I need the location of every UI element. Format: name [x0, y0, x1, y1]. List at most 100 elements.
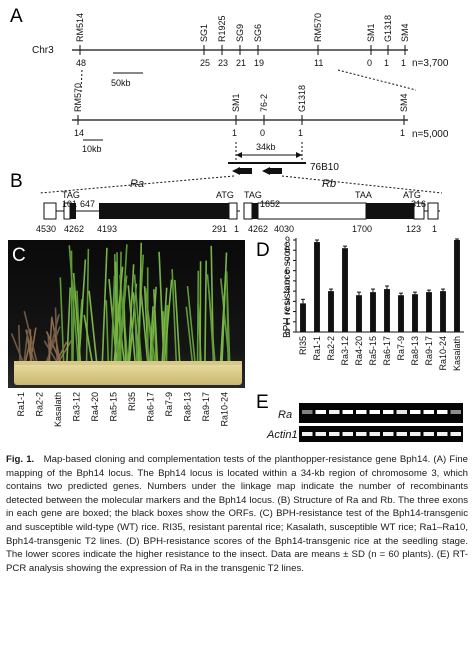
panel-letter-b: B	[10, 171, 23, 192]
gel-band-ra	[423, 410, 434, 414]
map1-marker: SG6	[253, 24, 263, 42]
region-34kb-label: 34kb	[256, 142, 276, 152]
map1-count: 0	[367, 58, 372, 68]
map1-count: 21	[236, 58, 246, 68]
map2-marker: SM4	[399, 93, 409, 112]
y-tick-label: 0	[285, 327, 290, 337]
photo-line-label: Ra8-13	[183, 392, 193, 422]
photo-line-label: Ra6-17	[146, 392, 156, 422]
map1-count: 1	[384, 58, 389, 68]
map1-marker: SM4	[400, 23, 410, 42]
gel-band-ra	[383, 410, 394, 414]
gel-band-actin	[369, 432, 380, 436]
bar	[314, 242, 320, 332]
rb-1700: 1700	[352, 224, 372, 234]
gel-band-ra	[315, 410, 326, 414]
rb-1: 1	[432, 224, 437, 234]
photo-line-label: Ra7-9	[164, 392, 174, 417]
gel-band-actin	[329, 432, 340, 436]
gel-band-actin	[423, 432, 434, 436]
photo-line-label: Ra3-12	[72, 392, 82, 422]
photo-line-label: Ra1-1	[16, 392, 26, 417]
map2-marker: G1318	[297, 85, 307, 112]
x-tick-label: Ra3-12	[340, 336, 350, 366]
gene-ra-arrow-icon	[232, 167, 240, 175]
plant-photo	[8, 240, 245, 388]
map2-count: 1	[298, 128, 303, 138]
gel-band-ra	[342, 410, 353, 414]
bar	[384, 289, 390, 332]
bar	[440, 291, 446, 332]
photo-line-label: Ra10-24	[220, 392, 230, 427]
x-tick-label: Ra7-9	[396, 336, 406, 361]
ra-291: 291	[212, 224, 227, 234]
rb-123: 123	[406, 224, 421, 234]
gel-row-actin-label: Actin1	[266, 429, 298, 441]
photo-line-label: Kasalath	[53, 392, 63, 427]
gel-band-actin	[450, 432, 461, 436]
map1-count: 11	[314, 58, 323, 68]
y-tick-label: 2	[285, 307, 290, 317]
rb-4030: 4030	[274, 224, 294, 234]
x-tick-label: Ra5-15	[368, 336, 378, 366]
x-tick-label: Ra2-2	[326, 336, 336, 361]
gel-band-actin	[383, 432, 394, 436]
x-tick-label: Ra4-20	[354, 336, 364, 366]
y-tick-label: 5	[285, 276, 290, 286]
gel-band-ra	[329, 410, 340, 414]
rb-1652: 1652	[260, 199, 280, 209]
map1-marker: G1318	[383, 15, 393, 42]
x-tick-label: Ra9-17	[424, 336, 434, 366]
map2-count: 1	[400, 128, 405, 138]
bar	[300, 303, 306, 332]
gel-band-actin	[315, 432, 326, 436]
gel-band-ra	[437, 410, 448, 414]
chromosome-label: Chr3	[32, 45, 54, 56]
map1-marker: SG9	[235, 24, 245, 42]
gel-band-actin	[356, 432, 367, 436]
gel-band-actin	[437, 432, 448, 436]
panel-letter-a: A	[10, 6, 23, 27]
gene-rb-structure: TAG 1652 TAA ATG 316 4262 4030 1700 123 …	[243, 190, 440, 234]
ra-4193: 4193	[97, 224, 117, 234]
gel-band-ra	[369, 410, 380, 414]
bar	[342, 248, 348, 332]
map1-count: 23	[218, 58, 228, 68]
gel-band-ra	[450, 410, 461, 414]
chart-d-ylabel: BPH resistance score	[282, 241, 293, 338]
ra-101: 101	[62, 199, 77, 209]
x-tick-label: RI35	[298, 336, 308, 355]
rb-4262: 4262	[248, 224, 268, 234]
map1-marker: SM1	[366, 23, 376, 42]
map1-marker: RM514	[75, 13, 85, 42]
gene-ra-structure: TAG 101 647 ATG 4530 4262 4193 291 1	[36, 190, 240, 234]
x-tick-label: Ra10-24	[438, 336, 448, 371]
bar	[398, 295, 404, 332]
map1-marker: RM570	[313, 13, 323, 42]
caption-text: Map-based cloning and complementation te…	[6, 454, 469, 574]
bar	[412, 294, 418, 332]
gene-ra-name: Ra	[130, 178, 144, 190]
bac-clone-label: 76B10	[310, 162, 339, 173]
rb-tag: TAG	[244, 190, 262, 200]
map2-marker: 76-2	[259, 94, 269, 112]
rt-pcr-gel	[299, 403, 463, 442]
y-tick-label: 9	[285, 235, 290, 245]
gel-band-actin	[410, 432, 421, 436]
rb-atg: ATG	[403, 190, 421, 200]
figure-caption: Fig. 1. Map-based cloning and complement…	[6, 453, 468, 575]
bar	[356, 295, 362, 332]
map1-scale: 50kb	[111, 78, 131, 88]
x-tick-label: Ra1-1	[312, 336, 322, 361]
x-tick-label: Ra8-13	[410, 336, 420, 366]
x-tick-label: Kasalath	[452, 336, 462, 371]
gel-band-actin	[396, 432, 407, 436]
y-tick-label: 4	[285, 286, 290, 296]
ra-4262: 4262	[64, 224, 84, 234]
linkage-map-1: RM51448SG125R192523SG921SG619RM57011SM10…	[72, 13, 449, 93]
gel-band-ra	[410, 410, 421, 414]
map2-count: 0	[260, 128, 265, 138]
gel-band-ra	[302, 410, 313, 414]
